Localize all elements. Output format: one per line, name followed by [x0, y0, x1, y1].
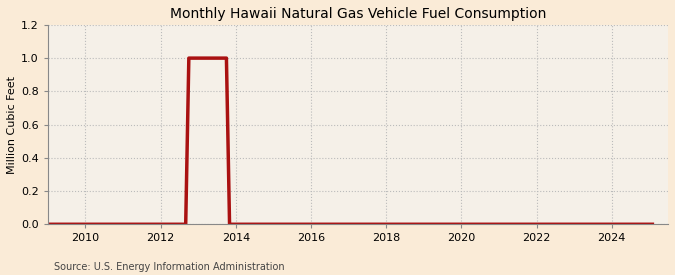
Y-axis label: Million Cubic Feet: Million Cubic Feet	[7, 76, 17, 174]
Text: Source: U.S. Energy Information Administration: Source: U.S. Energy Information Administ…	[54, 262, 285, 272]
Title: Monthly Hawaii Natural Gas Vehicle Fuel Consumption: Monthly Hawaii Natural Gas Vehicle Fuel …	[170, 7, 546, 21]
